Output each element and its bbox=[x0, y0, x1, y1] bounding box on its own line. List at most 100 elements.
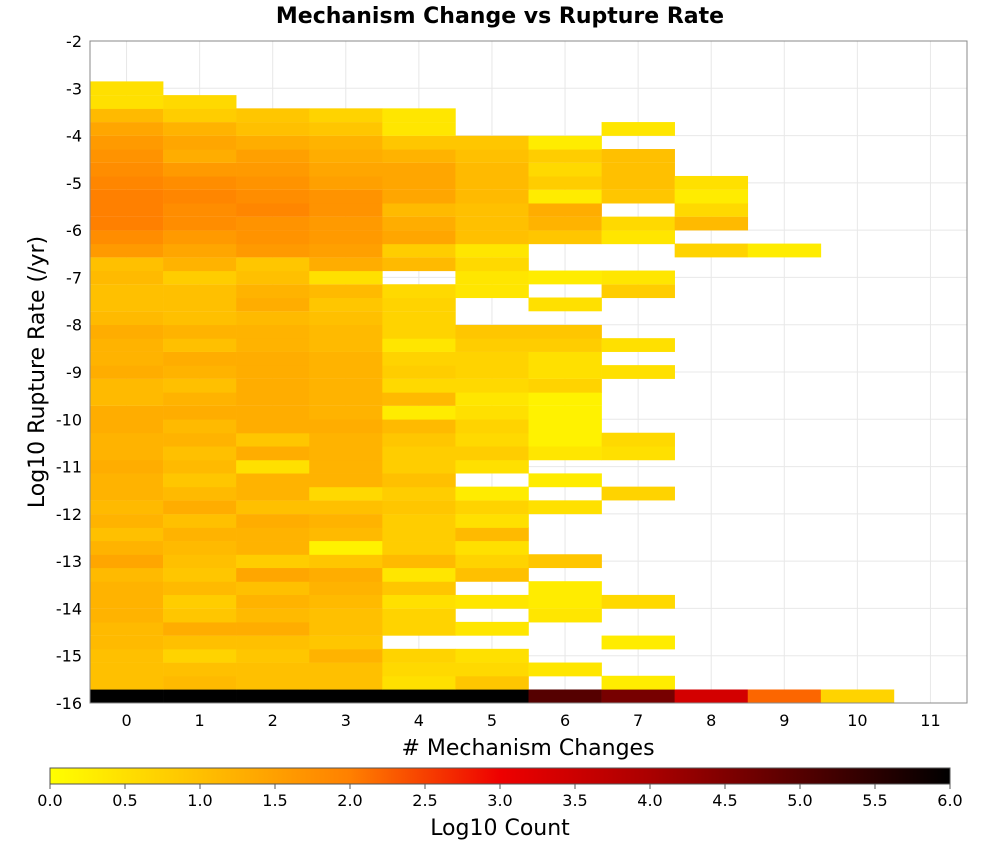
heatmap-cell bbox=[382, 311, 456, 326]
heatmap-cell bbox=[455, 243, 529, 258]
heatmap-cell bbox=[90, 297, 164, 312]
heatmap-cell bbox=[674, 216, 749, 231]
heatmap-cell bbox=[382, 122, 456, 136]
heatmap-cell bbox=[601, 216, 675, 231]
heatmap-cell bbox=[236, 392, 310, 406]
heatmap-cell bbox=[163, 95, 237, 109]
heatmap-cell bbox=[382, 419, 456, 434]
colorbar-tick-label: 2.0 bbox=[337, 791, 362, 810]
heatmap-cell bbox=[455, 230, 529, 245]
heatmap-cell bbox=[163, 648, 237, 663]
heatmap-cell bbox=[601, 338, 675, 352]
plot-area-frame bbox=[89, 40, 968, 704]
heatmap-cell bbox=[236, 230, 310, 245]
heatmap-cell bbox=[163, 608, 237, 623]
heatmap-cell bbox=[90, 500, 164, 515]
heatmap-cell bbox=[382, 378, 456, 393]
heatmap-cell bbox=[528, 432, 602, 447]
heatmap-cell bbox=[236, 189, 310, 204]
heatmap-cell bbox=[382, 514, 456, 528]
heatmap-cell bbox=[90, 486, 164, 501]
heatmap-cell bbox=[528, 689, 602, 704]
heatmap-cell bbox=[382, 581, 456, 596]
heatmap-cell bbox=[236, 419, 310, 434]
colorbar-tick-label: 3.0 bbox=[487, 791, 512, 810]
heatmap-cell bbox=[455, 432, 529, 447]
x-tick-label: 7 bbox=[633, 711, 643, 730]
heatmap-cell bbox=[382, 351, 456, 366]
heatmap-cell bbox=[455, 554, 529, 569]
heatmap-cell bbox=[382, 446, 456, 461]
heatmap-cell bbox=[90, 81, 164, 96]
heatmap-cell bbox=[163, 392, 237, 406]
heatmap-cell bbox=[236, 527, 310, 542]
heatmap-cell bbox=[309, 473, 383, 488]
heatmap-cell bbox=[90, 635, 164, 650]
heatmap-cell bbox=[382, 648, 456, 663]
heatmap-cell bbox=[382, 486, 456, 501]
heatmap-cell bbox=[90, 149, 164, 163]
heatmap-cell bbox=[382, 257, 456, 272]
y-tick-label: -10 bbox=[56, 410, 82, 429]
heatmap-cell bbox=[236, 122, 310, 136]
heatmap-cell bbox=[309, 351, 383, 366]
heatmap-cell bbox=[382, 202, 456, 217]
heatmap-cell bbox=[163, 554, 237, 569]
heatmap-cell bbox=[601, 284, 675, 299]
heatmap-cell bbox=[309, 419, 383, 434]
heatmap-cell bbox=[382, 500, 456, 515]
heatmap-cell bbox=[528, 662, 602, 677]
heatmap-cell bbox=[90, 324, 164, 339]
heatmap-cell bbox=[382, 162, 456, 177]
heatmap-cell bbox=[309, 527, 383, 542]
heatmap-cell bbox=[455, 324, 529, 339]
heatmap-cell bbox=[309, 581, 383, 596]
heatmap-cell bbox=[309, 324, 383, 339]
heatmap-cell bbox=[90, 675, 164, 690]
heatmap-cell bbox=[455, 162, 529, 177]
heatmap-cell bbox=[601, 689, 675, 704]
heatmap-cell bbox=[528, 608, 602, 623]
heatmap-cell bbox=[601, 189, 675, 204]
heatmap-cell bbox=[90, 662, 164, 677]
x-tick-label: 6 bbox=[560, 711, 570, 730]
heatmap-cell bbox=[455, 270, 529, 285]
heatmap-cell bbox=[309, 621, 383, 636]
heatmap-cell bbox=[455, 351, 529, 366]
heatmap-cell bbox=[455, 365, 529, 379]
heatmap-cell bbox=[163, 621, 237, 636]
heatmap-cell bbox=[236, 675, 310, 690]
heatmap-cell bbox=[382, 689, 456, 704]
heatmap-cell bbox=[163, 419, 237, 434]
heatmap-cell bbox=[382, 621, 456, 636]
y-axis-label: Log10 Rupture Rate (/yr) bbox=[25, 236, 50, 508]
heatmap-cell bbox=[90, 162, 164, 177]
x-tick-label: 8 bbox=[706, 711, 716, 730]
colorbar-tick-label: 1.0 bbox=[187, 791, 212, 810]
heatmap-cell bbox=[309, 648, 383, 663]
heatmap-cell bbox=[163, 541, 237, 555]
heatmap-cell bbox=[455, 257, 529, 272]
heatmap-cell bbox=[163, 175, 237, 190]
x-tick-label: 5 bbox=[487, 711, 497, 730]
heatmap-cell bbox=[163, 257, 237, 272]
heatmap-cell bbox=[455, 175, 529, 190]
colorbar-ticks: 0.0 0.5 1.0 1.5 2.0 2.5 3.0 3.5 4.0 4.5 5.0 5.5 6.0 bbox=[37, 784, 963, 810]
heatmap-cell bbox=[528, 581, 602, 596]
heatmap-cell bbox=[455, 541, 529, 555]
heatmap-cell bbox=[90, 514, 164, 528]
heatmap-cell bbox=[236, 270, 310, 285]
heatmap-cell bbox=[163, 149, 237, 163]
heatmap-cell bbox=[747, 243, 822, 258]
heatmap-cell bbox=[90, 689, 164, 704]
heatmap-cell bbox=[163, 230, 237, 245]
heatmap-cell bbox=[309, 202, 383, 217]
heatmap-cell bbox=[236, 459, 310, 474]
heatmap-cell bbox=[528, 202, 602, 217]
heatmap-cell bbox=[236, 432, 310, 447]
colorbar-tick-label: 4.0 bbox=[637, 791, 662, 810]
heatmap-cell bbox=[236, 662, 310, 677]
heatmap-cell bbox=[674, 189, 749, 204]
heatmap-cell bbox=[163, 122, 237, 136]
heatmap-cell bbox=[236, 648, 310, 663]
